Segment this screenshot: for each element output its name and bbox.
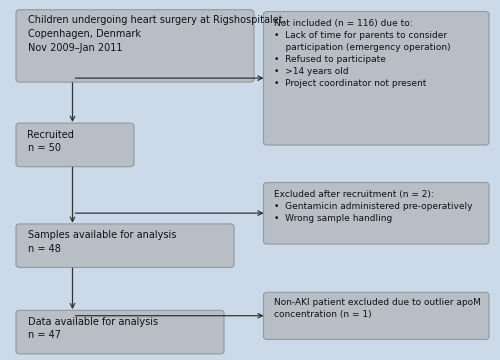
Text: Children undergoing heart surgery at Rigshospitalet,
Copenhagen, Denmark
Nov 200: Children undergoing heart surgery at Rig… [28, 15, 285, 53]
Text: Recruited
n = 50: Recruited n = 50 [28, 130, 74, 153]
Text: Data available for analysis
n = 47: Data available for analysis n = 47 [28, 317, 158, 341]
FancyBboxPatch shape [16, 10, 254, 82]
Text: Excluded after recruitment (n = 2):
•  Gentamicin administered pre-operatively
•: Excluded after recruitment (n = 2): • Ge… [274, 190, 472, 223]
FancyBboxPatch shape [16, 123, 134, 167]
FancyBboxPatch shape [16, 310, 224, 354]
FancyBboxPatch shape [264, 12, 489, 145]
Text: Not included (n = 116) due to:
•  Lack of time for parents to consider
    parti: Not included (n = 116) due to: • Lack of… [274, 19, 450, 89]
FancyBboxPatch shape [264, 183, 489, 244]
Text: Samples available for analysis
n = 48: Samples available for analysis n = 48 [28, 230, 176, 254]
FancyBboxPatch shape [264, 292, 489, 339]
FancyBboxPatch shape [16, 224, 234, 267]
Text: Non-AKI patient excluded due to outlier apoM
concentration (n = 1): Non-AKI patient excluded due to outlier … [274, 298, 481, 319]
